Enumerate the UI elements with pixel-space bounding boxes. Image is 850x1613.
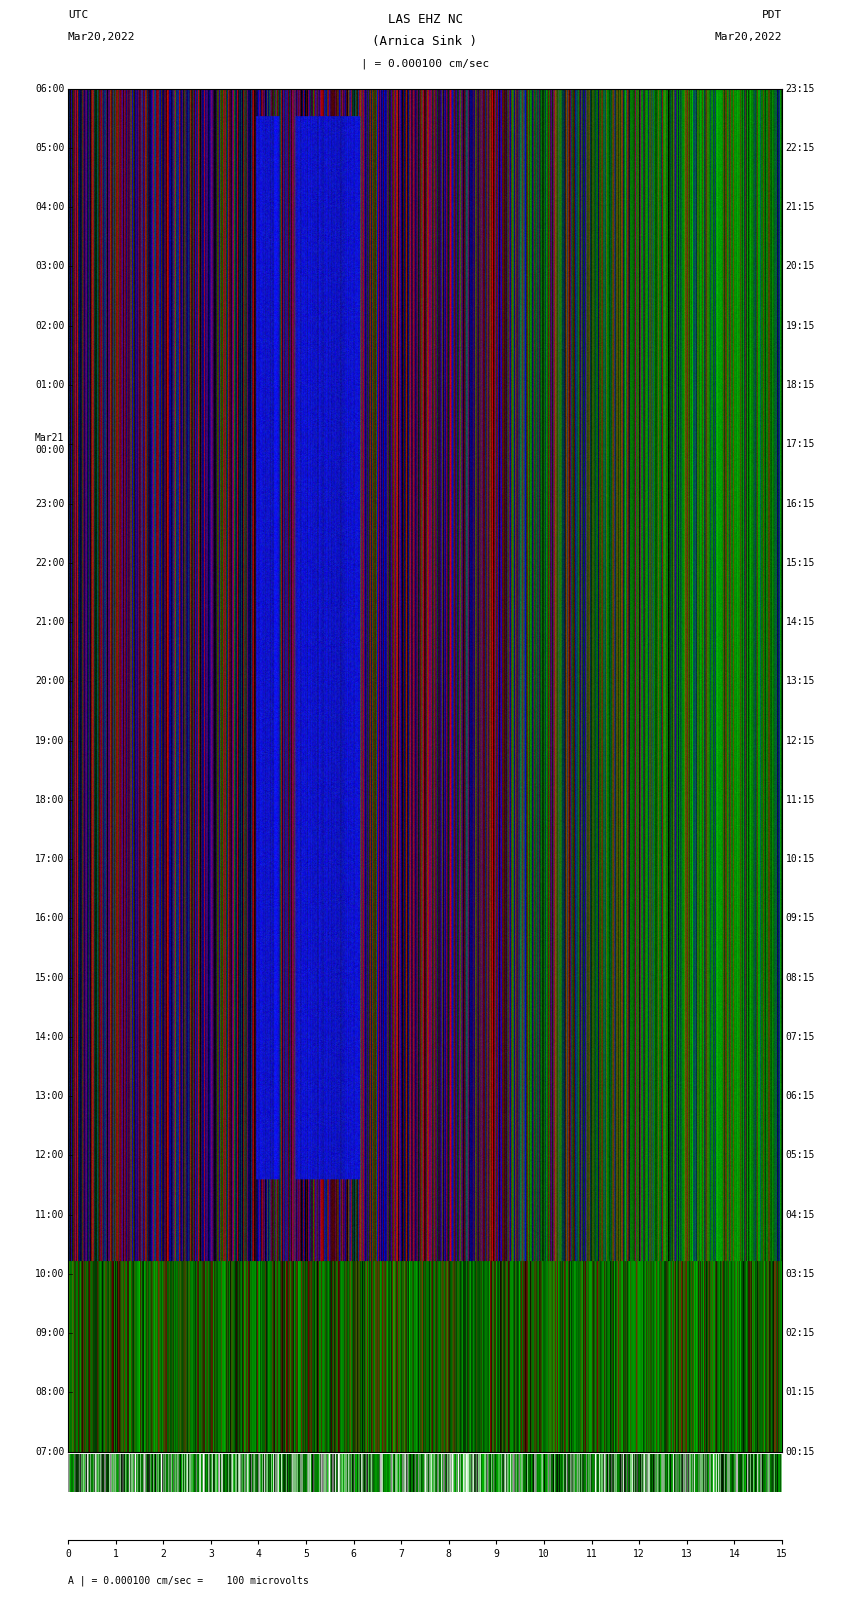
Text: 14:00: 14:00	[35, 1032, 65, 1042]
Text: 03:15: 03:15	[785, 1269, 815, 1279]
Text: 16:00: 16:00	[35, 913, 65, 923]
Text: 01:00: 01:00	[35, 381, 65, 390]
Text: 05:15: 05:15	[785, 1150, 815, 1160]
Text: 22:15: 22:15	[785, 144, 815, 153]
Text: UTC: UTC	[68, 10, 88, 19]
Text: 12:00: 12:00	[35, 1150, 65, 1160]
Text: 12:15: 12:15	[785, 736, 815, 745]
Text: 18:00: 18:00	[35, 795, 65, 805]
Text: 16:15: 16:15	[785, 498, 815, 508]
Text: 03:00: 03:00	[35, 261, 65, 271]
Text: 20:00: 20:00	[35, 676, 65, 686]
Text: 01:15: 01:15	[785, 1387, 815, 1397]
Text: 04:00: 04:00	[35, 202, 65, 213]
Text: 17:15: 17:15	[785, 439, 815, 450]
Text: 19:15: 19:15	[785, 321, 815, 331]
Text: 06:15: 06:15	[785, 1090, 815, 1102]
Text: 14:15: 14:15	[785, 618, 815, 627]
Text: 09:15: 09:15	[785, 913, 815, 923]
Text: 11:15: 11:15	[785, 795, 815, 805]
Text: 21:00: 21:00	[35, 618, 65, 627]
Text: 00:15: 00:15	[785, 1447, 815, 1457]
Text: 10:15: 10:15	[785, 855, 815, 865]
Text: 17:00: 17:00	[35, 855, 65, 865]
Text: PDT: PDT	[762, 10, 782, 19]
Text: 02:00: 02:00	[35, 321, 65, 331]
Text: 07:15: 07:15	[785, 1032, 815, 1042]
Text: (Arnica Sink ): (Arnica Sink )	[372, 35, 478, 48]
Text: 19:00: 19:00	[35, 736, 65, 745]
Text: 22:00: 22:00	[35, 558, 65, 568]
Text: Mar20,2022: Mar20,2022	[68, 32, 135, 42]
Text: 09:00: 09:00	[35, 1327, 65, 1339]
Text: 20:15: 20:15	[785, 261, 815, 271]
Text: 21:15: 21:15	[785, 202, 815, 213]
Text: 08:15: 08:15	[785, 973, 815, 982]
Text: 10:00: 10:00	[35, 1269, 65, 1279]
Text: 04:15: 04:15	[785, 1210, 815, 1219]
Text: 13:15: 13:15	[785, 676, 815, 686]
Text: 02:15: 02:15	[785, 1327, 815, 1339]
Text: 23:15: 23:15	[785, 84, 815, 94]
Text: Mar21
00:00: Mar21 00:00	[35, 434, 65, 455]
Text: | = 0.000100 cm/sec: | = 0.000100 cm/sec	[361, 58, 489, 69]
Text: 05:00: 05:00	[35, 144, 65, 153]
Text: 08:00: 08:00	[35, 1387, 65, 1397]
Text: A | = 0.000100 cm/sec =    100 microvolts: A | = 0.000100 cm/sec = 100 microvolts	[68, 1574, 309, 1586]
Text: 15:00: 15:00	[35, 973, 65, 982]
Text: 07:00: 07:00	[35, 1447, 65, 1457]
Text: 18:15: 18:15	[785, 381, 815, 390]
Text: 11:00: 11:00	[35, 1210, 65, 1219]
Text: 13:00: 13:00	[35, 1090, 65, 1102]
Text: LAS EHZ NC: LAS EHZ NC	[388, 13, 462, 26]
Text: 06:00: 06:00	[35, 84, 65, 94]
Text: 15:15: 15:15	[785, 558, 815, 568]
Text: Mar20,2022: Mar20,2022	[715, 32, 782, 42]
Text: 23:00: 23:00	[35, 498, 65, 508]
